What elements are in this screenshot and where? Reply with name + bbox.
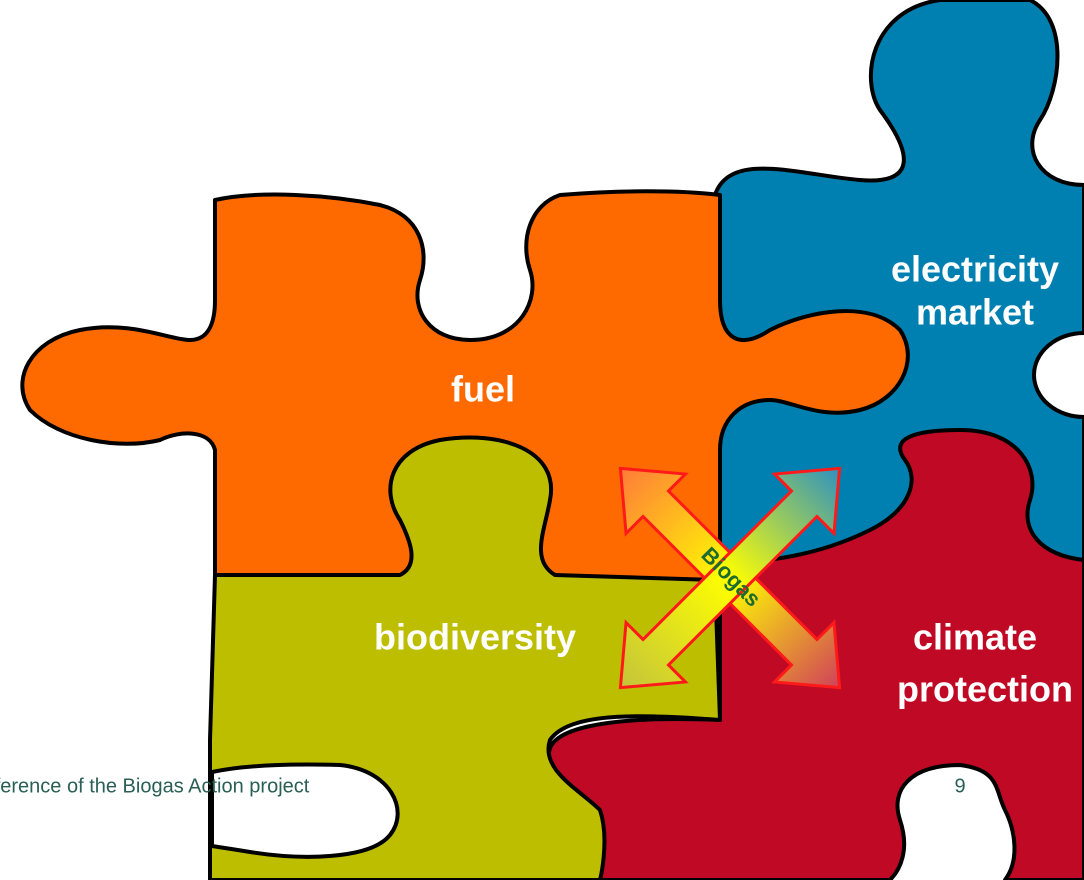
label-fuel: fuel — [451, 369, 515, 410]
slide: Conference of the Biogas Action project … — [0, 0, 1084, 880]
label-biodiversity: biodiversity — [374, 617, 576, 658]
label-protection: protection — [897, 669, 1073, 710]
label-market: market — [916, 292, 1034, 333]
page-number: 9 — [954, 775, 965, 797]
footer-text: Conference of the Biogas Action project — [0, 775, 310, 797]
label-electricity: electricity — [891, 249, 1059, 290]
label-climate: climate — [913, 617, 1037, 658]
